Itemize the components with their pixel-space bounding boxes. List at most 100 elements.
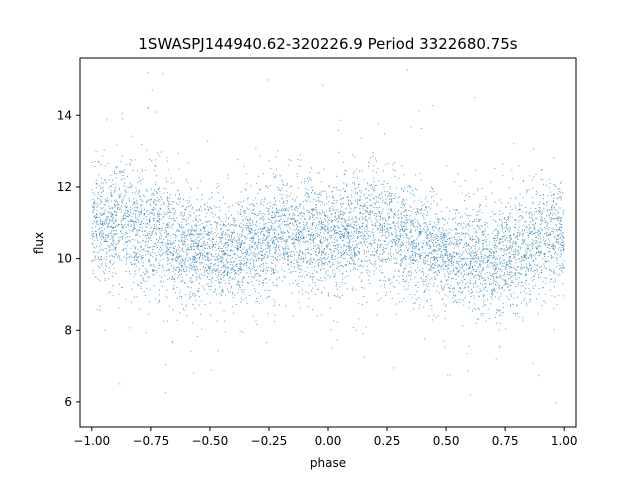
data-point bbox=[304, 241, 306, 243]
data-point bbox=[246, 183, 248, 185]
data-point bbox=[337, 189, 339, 191]
data-point bbox=[206, 241, 208, 243]
data-point bbox=[365, 210, 367, 212]
data-point bbox=[177, 190, 179, 192]
data-point bbox=[172, 271, 174, 273]
data-point bbox=[434, 249, 436, 251]
data-point bbox=[228, 240, 230, 242]
data-point bbox=[284, 224, 286, 226]
data-point bbox=[506, 263, 508, 265]
data-point bbox=[274, 314, 276, 316]
data-point bbox=[222, 223, 224, 225]
data-point bbox=[153, 285, 155, 287]
data-point bbox=[278, 241, 280, 243]
data-point bbox=[233, 278, 235, 280]
data-point bbox=[398, 196, 400, 198]
data-point bbox=[441, 232, 443, 234]
data-point bbox=[196, 228, 198, 230]
data-point bbox=[468, 196, 470, 198]
data-point bbox=[399, 249, 401, 251]
data-point bbox=[495, 220, 497, 222]
data-point bbox=[346, 246, 348, 248]
data-point bbox=[494, 201, 496, 203]
data-point bbox=[204, 247, 206, 249]
data-point bbox=[331, 347, 333, 349]
data-point bbox=[295, 222, 297, 224]
data-point bbox=[160, 250, 162, 252]
data-point bbox=[104, 179, 106, 181]
data-point bbox=[545, 221, 547, 223]
data-point bbox=[406, 199, 408, 201]
data-point bbox=[131, 263, 133, 265]
data-point bbox=[455, 278, 457, 280]
data-point bbox=[318, 247, 320, 249]
data-point bbox=[442, 234, 444, 236]
data-point bbox=[329, 234, 331, 236]
data-point bbox=[242, 224, 244, 226]
data-point bbox=[251, 212, 253, 214]
data-point bbox=[360, 264, 362, 266]
data-point bbox=[389, 283, 391, 285]
data-point bbox=[431, 267, 433, 269]
data-point bbox=[113, 223, 115, 225]
data-point bbox=[166, 198, 168, 200]
data-point bbox=[250, 224, 252, 226]
data-point bbox=[526, 267, 528, 269]
data-point bbox=[202, 275, 204, 277]
data-point bbox=[137, 258, 139, 260]
data-point bbox=[508, 289, 510, 291]
data-point bbox=[407, 186, 409, 188]
data-point bbox=[193, 241, 195, 243]
data-point bbox=[542, 280, 544, 282]
data-point bbox=[129, 186, 131, 188]
data-point bbox=[94, 202, 96, 204]
data-point bbox=[115, 201, 117, 203]
data-point bbox=[413, 200, 415, 202]
data-point bbox=[505, 328, 507, 330]
data-point bbox=[457, 223, 459, 225]
data-point bbox=[274, 214, 276, 216]
data-point bbox=[258, 259, 260, 261]
data-point bbox=[262, 255, 264, 257]
data-point bbox=[284, 256, 286, 258]
data-point bbox=[466, 232, 468, 234]
data-point bbox=[103, 149, 105, 151]
data-point bbox=[272, 281, 274, 283]
data-point bbox=[223, 245, 225, 247]
data-point bbox=[122, 177, 124, 179]
data-point bbox=[346, 183, 348, 185]
data-point bbox=[310, 208, 312, 210]
data-point bbox=[242, 277, 244, 279]
data-point bbox=[400, 225, 402, 227]
data-point bbox=[290, 206, 292, 208]
data-point bbox=[547, 238, 549, 240]
data-point bbox=[423, 216, 425, 218]
data-point bbox=[455, 252, 457, 254]
data-point bbox=[354, 254, 356, 256]
data-point bbox=[490, 274, 492, 276]
data-point bbox=[538, 233, 540, 235]
data-point bbox=[344, 222, 346, 224]
data-point bbox=[218, 270, 220, 272]
data-point bbox=[430, 240, 432, 242]
data-point bbox=[268, 236, 270, 238]
data-point bbox=[344, 220, 346, 222]
data-point bbox=[337, 226, 339, 228]
data-point bbox=[260, 266, 262, 268]
data-point bbox=[207, 264, 209, 266]
data-point bbox=[332, 272, 334, 274]
data-point bbox=[334, 213, 336, 215]
data-point bbox=[186, 286, 188, 288]
data-point bbox=[398, 282, 400, 284]
data-point bbox=[224, 320, 226, 322]
data-point bbox=[195, 269, 197, 271]
data-point bbox=[527, 190, 529, 192]
data-point bbox=[394, 287, 396, 289]
data-point bbox=[428, 315, 430, 317]
data-point bbox=[178, 244, 180, 246]
data-point bbox=[168, 225, 170, 227]
data-point bbox=[371, 221, 373, 223]
data-point bbox=[529, 227, 531, 229]
data-point bbox=[354, 252, 356, 254]
data-point bbox=[282, 254, 284, 256]
